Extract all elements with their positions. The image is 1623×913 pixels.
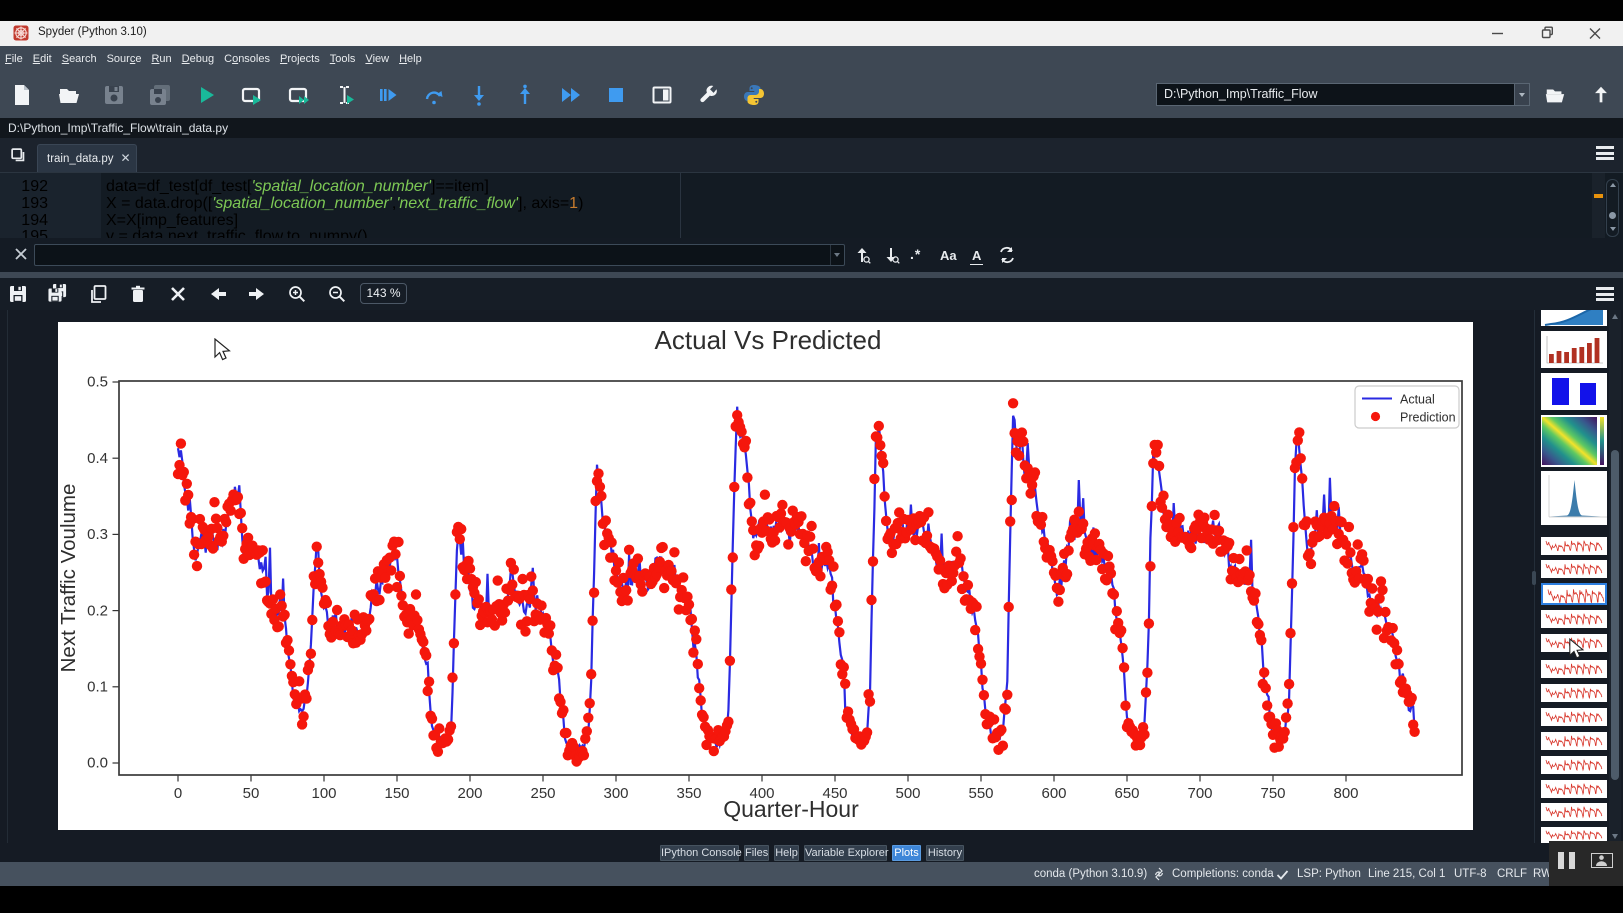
svg-text:0.4: 0.4 xyxy=(87,450,108,467)
svg-text:300: 300 xyxy=(603,785,628,802)
svg-text:400: 400 xyxy=(749,785,774,802)
svg-text:550: 550 xyxy=(968,785,993,802)
svg-text:0.5: 0.5 xyxy=(87,374,108,391)
svg-text:500: 500 xyxy=(895,785,920,802)
svg-text:800: 800 xyxy=(1333,785,1358,802)
svg-text:Quarter-Hour: Quarter-Hour xyxy=(723,796,859,822)
svg-text:Actual: Actual xyxy=(1400,393,1435,407)
svg-text:0.3: 0.3 xyxy=(87,526,108,543)
svg-text:650: 650 xyxy=(1114,785,1139,802)
svg-text:Prediction: Prediction xyxy=(1400,411,1456,425)
svg-text:350: 350 xyxy=(676,785,701,802)
svg-text:0.0: 0.0 xyxy=(87,755,108,772)
svg-text:750: 750 xyxy=(1260,785,1285,802)
svg-text:150: 150 xyxy=(384,785,409,802)
svg-text:700: 700 xyxy=(1187,785,1212,802)
svg-text:600: 600 xyxy=(1041,785,1066,802)
svg-text:0.1: 0.1 xyxy=(87,679,108,696)
svg-text:Actual Vs Predicted: Actual Vs Predicted xyxy=(655,325,882,355)
svg-text:250: 250 xyxy=(530,785,555,802)
svg-text:450: 450 xyxy=(822,785,847,802)
svg-text:0.2: 0.2 xyxy=(87,602,108,619)
svg-text:200: 200 xyxy=(457,785,482,802)
svg-text:100: 100 xyxy=(311,785,336,802)
svg-text:Next Traffic Voulume: Next Traffic Voulume xyxy=(58,484,80,673)
svg-text:0: 0 xyxy=(174,785,182,802)
svg-text:50: 50 xyxy=(243,785,260,802)
